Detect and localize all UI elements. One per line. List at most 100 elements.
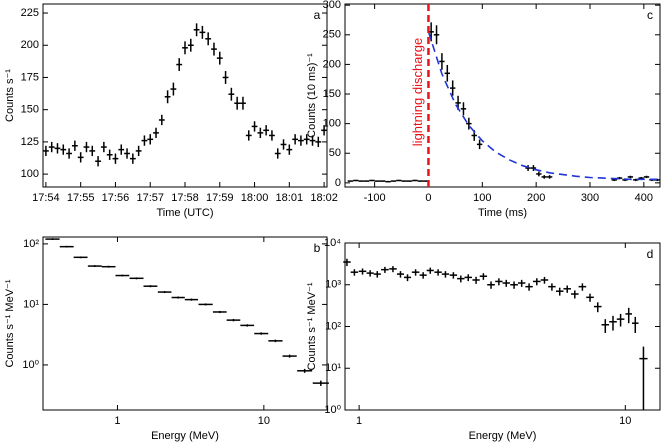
data-point <box>466 117 472 130</box>
data-point <box>350 269 359 276</box>
data-point <box>43 145 49 157</box>
data-point <box>419 272 427 279</box>
data-point <box>540 276 549 284</box>
data-point <box>449 272 458 279</box>
data-point <box>406 180 413 182</box>
data-point <box>59 245 74 248</box>
data-point <box>164 90 171 104</box>
y-axis-title: Counts (10 ms)⁻¹ <box>306 53 318 138</box>
data-point <box>472 276 480 284</box>
data-point <box>141 135 148 146</box>
data-point <box>555 287 564 296</box>
data-point <box>198 303 213 306</box>
plot-frame <box>344 3 661 188</box>
x-tick-label: 10 <box>619 415 631 427</box>
x-tick-label: 18:00 <box>241 192 269 204</box>
data-point <box>187 38 194 52</box>
data-point <box>199 25 206 39</box>
y-tick-label: 200 <box>323 58 341 70</box>
data-point <box>240 324 255 327</box>
data-point <box>66 148 72 159</box>
data-point <box>171 296 185 299</box>
y-tick-label: 10⁴ <box>324 237 341 249</box>
panel-label: c <box>647 8 653 22</box>
data-point <box>532 278 541 286</box>
data-point <box>282 354 297 358</box>
data-point <box>315 136 322 148</box>
data-point <box>193 23 200 37</box>
data-point <box>517 279 526 287</box>
data-point <box>153 127 159 139</box>
data-point <box>536 171 542 177</box>
data-point <box>54 143 61 154</box>
data-point <box>450 80 456 96</box>
data-point <box>541 175 547 179</box>
data-point <box>211 42 217 56</box>
x-tick-label: 200 <box>527 192 545 204</box>
data-point <box>184 298 199 301</box>
y-tick-label: 150 <box>323 88 341 100</box>
x-tick-label: 17:59 <box>206 192 234 204</box>
x-tick-label: 17:56 <box>102 192 130 204</box>
x-axis-title: Energy (MeV) <box>151 430 219 442</box>
data-point <box>321 125 327 136</box>
data-point <box>639 346 648 410</box>
data-point <box>381 266 389 273</box>
data-point <box>212 310 227 314</box>
data-point <box>353 179 359 182</box>
data-point <box>411 269 420 276</box>
data-point <box>216 51 223 65</box>
x-tick-label: 17:57 <box>136 192 164 204</box>
data-point <box>71 140 78 151</box>
y-tick-label: 250 <box>323 29 341 41</box>
panel-label: a <box>314 8 321 22</box>
data-point <box>417 180 424 182</box>
y-tick-label: 0 <box>335 177 341 189</box>
data-point <box>444 65 450 82</box>
data-point <box>396 271 404 278</box>
data-point <box>106 149 113 160</box>
data-point <box>643 175 650 179</box>
data-point <box>286 144 293 155</box>
data-point <box>245 130 252 141</box>
x-tick-label: 1 <box>114 415 120 427</box>
data-point <box>100 141 107 153</box>
data-point <box>502 279 510 287</box>
data-point <box>226 318 241 322</box>
y-axis-title: Counts s⁻¹ MeV⁻¹ <box>4 279 16 367</box>
data-point <box>240 96 246 110</box>
y-tick-label: 225 <box>21 7 39 19</box>
y-tick-label: 100 <box>21 168 39 180</box>
data-point <box>426 267 434 274</box>
x-tick-label: 0 <box>425 192 431 204</box>
data-point <box>546 175 553 179</box>
data-point <box>571 290 579 299</box>
data-point <box>89 145 96 157</box>
data-point <box>358 268 367 275</box>
data-point <box>309 135 316 146</box>
data-point <box>83 141 90 153</box>
y-tick-label: 10² <box>23 238 39 250</box>
data-point <box>147 134 154 145</box>
data-point <box>251 121 258 132</box>
panel: 100 125 150 175 200 225 17:54 17:55 17:56 17:57 17… <box>4 3 338 219</box>
data-point <box>380 180 386 182</box>
data-point <box>48 141 55 153</box>
data-point <box>433 25 440 45</box>
data-point <box>254 332 269 335</box>
y-tick-label: 10³ <box>325 279 341 291</box>
data-point <box>363 180 370 182</box>
data-point <box>609 315 617 331</box>
x-tick-label: 300 <box>581 192 599 204</box>
data-point <box>412 179 418 182</box>
x-tick-label: 1 <box>356 415 362 427</box>
y-tick-label: 10⁰ <box>324 404 341 416</box>
data-point <box>548 283 556 291</box>
data-point <box>205 32 212 46</box>
data-point <box>487 281 495 289</box>
data-point <box>563 285 571 293</box>
data-point <box>228 87 235 101</box>
data-point <box>292 134 299 145</box>
data-point <box>135 145 142 157</box>
x-tick-label: 17:58 <box>171 192 199 204</box>
